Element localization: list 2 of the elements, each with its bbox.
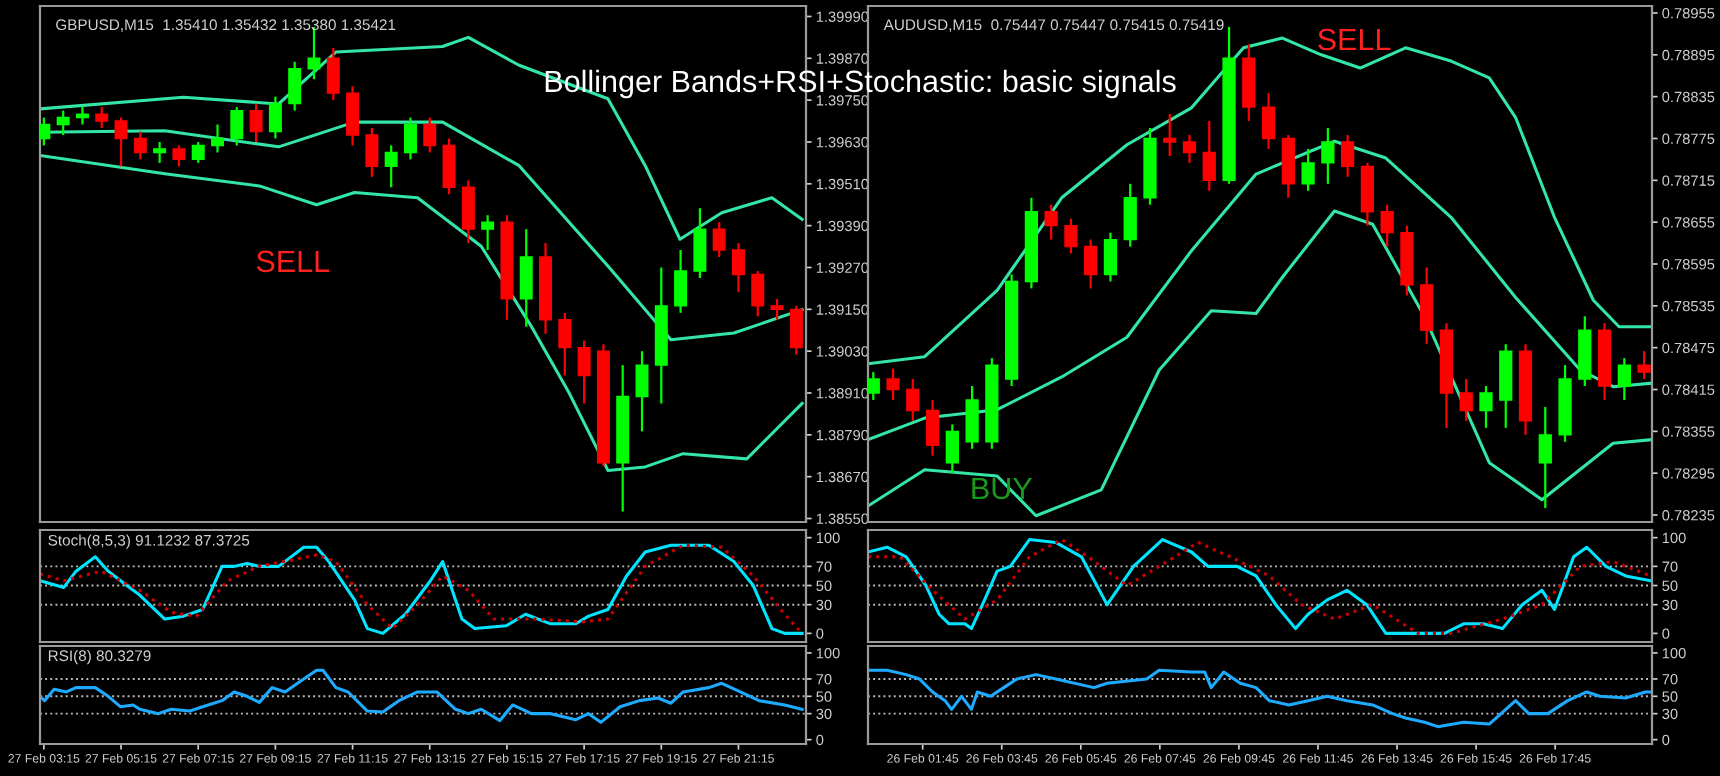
annotation: SELL: [256, 250, 330, 273]
annotation: SELL: [1318, 28, 1391, 51]
